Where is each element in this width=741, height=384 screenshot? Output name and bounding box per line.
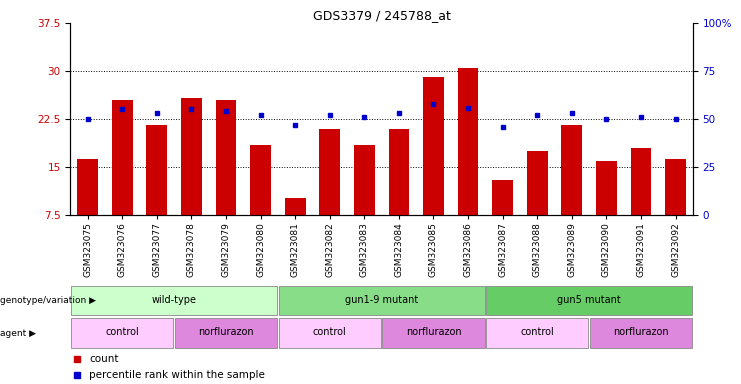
Bar: [486, 286, 692, 315]
Bar: [492, 180, 513, 215]
Bar: [590, 318, 692, 348]
Bar: [279, 318, 381, 348]
Text: control: control: [105, 328, 139, 338]
Text: control: control: [520, 328, 554, 338]
Bar: [71, 286, 277, 315]
Bar: [285, 198, 305, 215]
Bar: [354, 145, 375, 215]
Bar: [388, 129, 409, 215]
Bar: [181, 98, 202, 215]
Bar: [665, 159, 686, 215]
Title: GDS3379 / 245788_at: GDS3379 / 245788_at: [313, 9, 451, 22]
Bar: [216, 100, 236, 215]
Text: norflurazon: norflurazon: [405, 328, 462, 338]
Text: norflurazon: norflurazon: [198, 328, 254, 338]
Text: gun5 mutant: gun5 mutant: [557, 295, 621, 305]
Bar: [175, 318, 277, 348]
Text: control: control: [313, 328, 347, 338]
Text: wild-type: wild-type: [152, 295, 196, 305]
Text: gun1-9 mutant: gun1-9 mutant: [345, 295, 418, 305]
Text: agent ▶: agent ▶: [0, 329, 36, 338]
Bar: [527, 151, 548, 215]
Text: genotype/variation ▶: genotype/variation ▶: [0, 296, 96, 305]
Bar: [319, 129, 340, 215]
Text: norflurazon: norflurazon: [613, 328, 669, 338]
Bar: [77, 159, 98, 215]
Bar: [631, 148, 651, 215]
Bar: [250, 145, 271, 215]
Bar: [562, 126, 582, 215]
Bar: [147, 126, 167, 215]
Bar: [596, 161, 617, 215]
Bar: [382, 318, 485, 348]
Text: percentile rank within the sample: percentile rank within the sample: [89, 370, 265, 381]
Bar: [486, 318, 588, 348]
Bar: [458, 68, 479, 215]
Bar: [423, 78, 444, 215]
Bar: [279, 286, 485, 315]
Bar: [112, 100, 133, 215]
Text: count: count: [89, 354, 119, 364]
Bar: [71, 318, 173, 348]
